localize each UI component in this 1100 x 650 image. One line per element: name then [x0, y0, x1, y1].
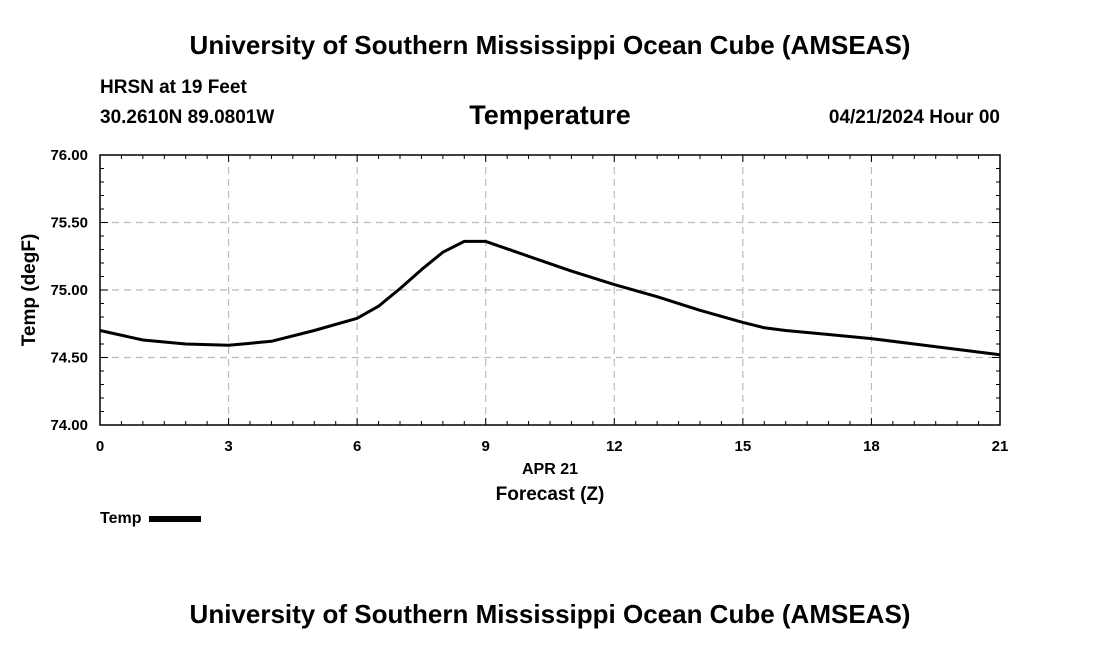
x-tick-label: 18 [863, 438, 880, 455]
coordinates-label: 30.2610N 89.0801W [100, 107, 275, 128]
x-tick-label: 15 [735, 438, 752, 455]
page-title: University of Southern Mississippi Ocean… [189, 30, 911, 60]
forecast-datetime: 04/21/2024 Hour 00 [828, 107, 1000, 128]
station-label: HRSN at 19 Feet [100, 77, 247, 98]
x-tick-label: 0 [96, 438, 104, 455]
y-tick-label: 75.50 [50, 215, 88, 232]
legend-label-temp: Temp [100, 510, 142, 527]
grid-layer [100, 155, 1000, 425]
y-tick-label: 74.00 [50, 417, 88, 434]
legend: Temp [100, 510, 202, 528]
x-axis-date-label: APR 21 [522, 461, 578, 478]
x-tick-label: 3 [224, 438, 232, 455]
footer-title: University of Southern Mississippi Ocean… [189, 599, 911, 629]
series-line-temp [99, 239, 1001, 357]
label-layer: 0 3 6 9 12 15 18 21 74.00 74.50 75.00 75.50 76.00 Tem… [19, 147, 1008, 505]
x-tick-label: 21 [992, 438, 1009, 455]
legend-swatch-temp [149, 516, 202, 522]
y-tick-label: 75.00 [50, 282, 88, 299]
y-tick-label: 74.50 [50, 350, 88, 367]
chart-title: Temperature [469, 100, 631, 130]
x-tick-label: 12 [606, 438, 623, 455]
x-tick-label: 6 [353, 438, 361, 455]
plot-frame [99, 154, 1001, 426]
y-axis-label: Temp (degF) [19, 234, 40, 347]
x-axis-label: Forecast (Z) [496, 484, 605, 505]
x-tick-label: 9 [482, 438, 490, 455]
y-tick-label: 76.00 [50, 147, 88, 164]
